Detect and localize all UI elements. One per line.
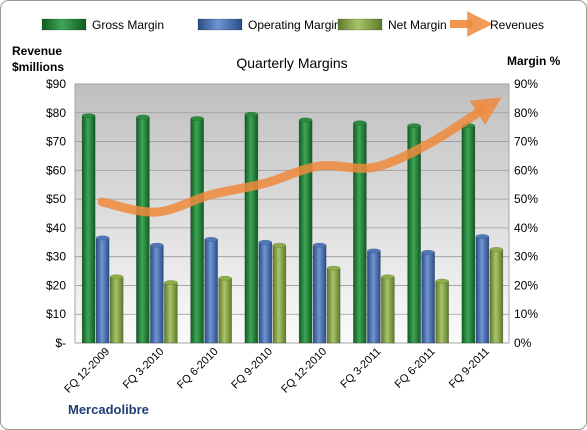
operating-margin-bar	[475, 236, 490, 344]
left-tick-label: $20	[46, 278, 66, 292]
operating-margin-bar	[204, 239, 218, 344]
gross-margin-bar-top	[298, 117, 313, 123]
net-margin-bar-top	[435, 278, 449, 284]
net-margin-bar	[489, 249, 504, 344]
legend-label-3: Revenues	[490, 18, 544, 32]
gross-margin-bar-top	[244, 111, 259, 117]
operating-margin-bar-top	[204, 236, 218, 242]
legend-label-1: Operating Margin	[248, 18, 341, 32]
gross-margin-bar	[81, 115, 96, 344]
right-tick-label: 70%	[514, 135, 538, 149]
left-axis-label: Revenue $millions	[12, 44, 65, 74]
gross-margin-bar	[244, 113, 259, 344]
left-axis-label-line2: $millions	[12, 60, 64, 74]
net-margin-bar-top	[218, 275, 232, 281]
left-tick-label: $40	[46, 221, 66, 235]
gross-margin-bar-top	[136, 114, 150, 120]
legend-swatch-2	[337, 18, 383, 31]
right-tick-label: 50%	[514, 192, 538, 206]
legend-label-0: Gross Margin	[92, 18, 164, 32]
gross-margin-bar-top	[81, 113, 96, 119]
operating-margin-bar	[421, 252, 435, 344]
left-tick-label: $-	[55, 336, 66, 350]
operating-margin-bar	[150, 244, 164, 344]
company-label: Mercadolibre	[68, 402, 149, 417]
legend-swatch-1	[197, 18, 243, 31]
gross-margin-bar-top	[190, 116, 204, 121]
bars-group	[81, 111, 504, 344]
right-tick-label: 30%	[514, 250, 538, 264]
net-margin-bar	[326, 267, 341, 344]
net-margin-bar-top	[109, 274, 124, 280]
right-tick-label: 60%	[514, 163, 538, 177]
left-axis-ticks: $- $10 $20 $30 $40 $50 $60 $70 $80 $90	[46, 77, 66, 350]
operating-margin-bar-top	[312, 242, 327, 248]
right-tick-label: 40%	[514, 221, 538, 235]
revenue-line	[97, 97, 502, 217]
right-tick-label: 10%	[514, 307, 538, 321]
operating-margin-bar	[367, 250, 381, 344]
right-axis-label: Margin %	[507, 54, 561, 68]
operating-margin-bar-top	[421, 249, 435, 255]
legend: Gross Margin Operating Margin Net Margin Re…	[41, 11, 544, 37]
net-margin-bar-top	[326, 265, 341, 271]
gross-margin-bar-top	[407, 123, 421, 129]
net-margin-bar	[109, 276, 124, 344]
operating-margin-bar-top	[150, 242, 164, 248]
left-axis-label-line1: Revenue	[12, 44, 62, 58]
gross-margin-bar	[353, 122, 367, 344]
chart-title: Quarterly Margins	[236, 55, 347, 71]
net-margin-bar-top	[489, 247, 504, 252]
net-margin-bar	[164, 282, 178, 344]
net-margin-bar-top	[381, 274, 395, 280]
left-tick-label: $80	[46, 106, 66, 120]
legend-label-2: Net Margin	[388, 18, 447, 32]
net-margin-bar	[218, 278, 232, 344]
left-tick-label: $30	[46, 250, 66, 264]
gross-margin-bar	[136, 116, 150, 344]
left-tick-label: $60	[46, 163, 66, 177]
gross-margin-bar-top	[353, 120, 367, 126]
right-tick-label: 80%	[514, 106, 538, 120]
operating-margin-bar-top	[258, 239, 273, 245]
revenue-line-group	[97, 97, 502, 217]
net-margin-bar-top	[272, 242, 287, 248]
operating-margin-bar	[258, 242, 273, 344]
net-margin-bar	[435, 280, 449, 344]
net-margin-bar	[381, 276, 395, 344]
right-tick-label: 0%	[514, 336, 532, 350]
legend-swatch-0	[41, 18, 87, 31]
operating-margin-bar	[312, 244, 327, 344]
right-tick-label: 90%	[514, 77, 538, 91]
gross-margin-bar	[461, 125, 476, 344]
left-tick-label: $90	[46, 77, 66, 91]
operating-margin-bar	[95, 237, 110, 344]
gross-margin-bar	[190, 118, 204, 344]
operating-margin-bar-top	[95, 235, 110, 241]
operating-margin-bar-top	[475, 234, 490, 239]
right-axis-ticks: 0% 10% 20% 30% 40% 50% 60% 70% 80% 90%	[514, 77, 538, 350]
left-tick-label: $50	[46, 192, 66, 206]
net-margin-bar-top	[164, 280, 178, 285]
net-margin-bar	[272, 244, 287, 344]
left-tick-label: $70	[46, 135, 66, 149]
left-tick-label: $10	[46, 307, 66, 321]
gross-margin-bar	[298, 119, 313, 344]
right-tick-label: 20%	[514, 278, 538, 292]
operating-margin-bar-top	[367, 248, 381, 254]
